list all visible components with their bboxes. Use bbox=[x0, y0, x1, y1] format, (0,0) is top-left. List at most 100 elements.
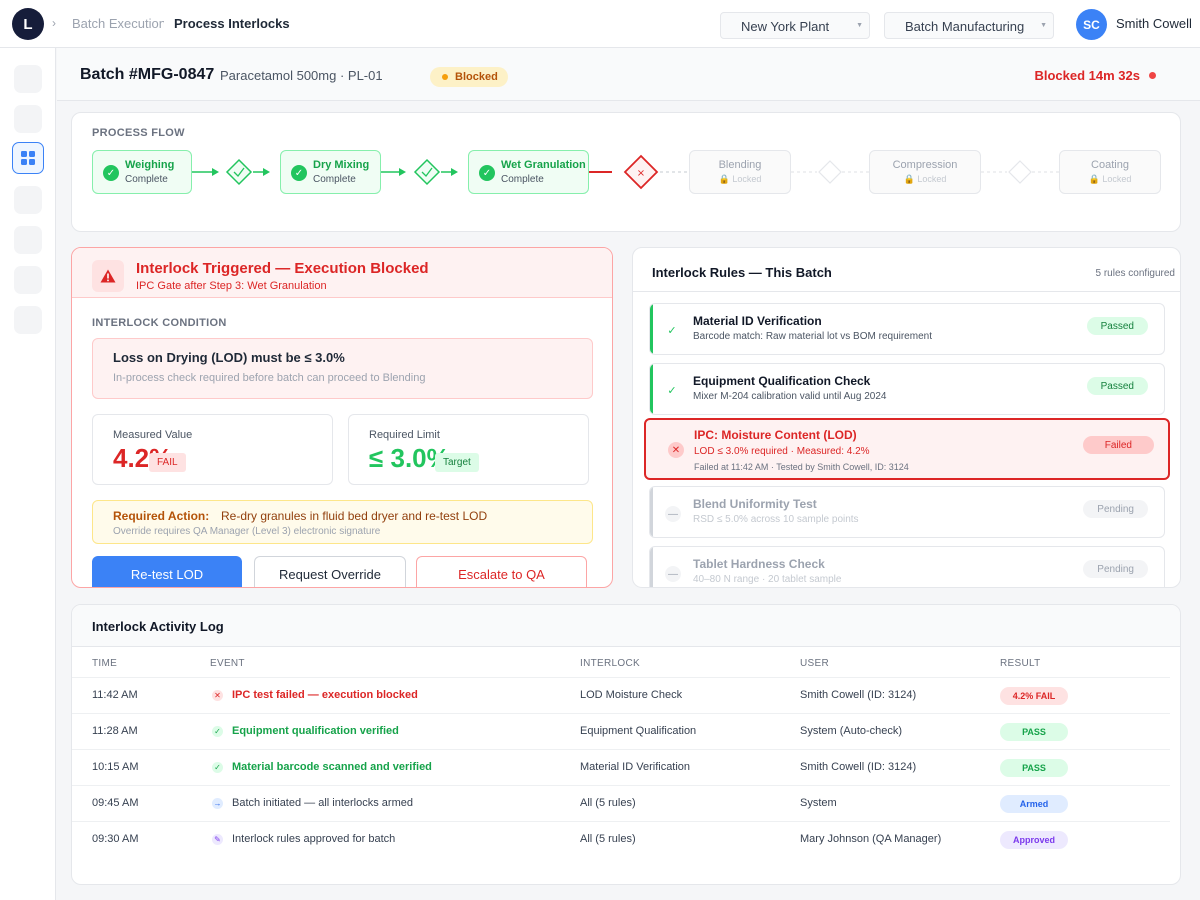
flow-step-wet-granulation[interactable]: ✓ Wet Granulation Complete bbox=[468, 150, 589, 194]
pending-dash-icon: — bbox=[665, 506, 681, 522]
sidebar-item-5[interactable] bbox=[14, 226, 42, 254]
table-row[interactable]: 11:28 AM ✓ Equipment qualification verif… bbox=[72, 713, 1170, 749]
gate-1-diamond-icon bbox=[225, 158, 253, 186]
sidebar-item-1[interactable] bbox=[14, 65, 42, 93]
grid-icon bbox=[21, 151, 35, 165]
condition-text: In-process check required before batch c… bbox=[113, 372, 426, 384]
row-interlock: Equipment Qualification bbox=[580, 725, 697, 737]
log-title: Interlock Activity Log bbox=[92, 619, 224, 634]
rule-name: IPC: Moisture Content (LOD) bbox=[694, 428, 857, 442]
flow-step-weighing[interactable]: ✓ Weighing Complete bbox=[92, 150, 192, 194]
blocked-gate-diamond-icon bbox=[623, 154, 659, 190]
status-badge: Blocked bbox=[430, 67, 508, 87]
blocked-duration: Blocked 14m 32s bbox=[1034, 68, 1140, 83]
flow-step-blending: Blending 🔒 Locked bbox=[689, 150, 791, 194]
app-logo[interactable]: L bbox=[12, 8, 44, 40]
chevron-down-icon: ▼ bbox=[1040, 22, 1047, 29]
check-icon: ✓ bbox=[667, 384, 677, 397]
lock-icon: 🔒 Locked bbox=[903, 174, 947, 184]
rules-count: 5 rules configured bbox=[1095, 268, 1176, 279]
result-badge: 4.2% FAIL bbox=[1000, 687, 1068, 705]
rule-description: Barcode match: Raw material lot vs BOM r… bbox=[693, 331, 932, 342]
row-time: 11:28 AM bbox=[92, 725, 138, 737]
fail-tag: FAIL bbox=[149, 453, 186, 472]
svg-text:×: × bbox=[637, 168, 645, 179]
table-row[interactable]: 09:30 AM ✎ Interlock rules approved for … bbox=[72, 821, 1170, 857]
flow-step-dry-mixing[interactable]: ✓ Dry Mixing Complete bbox=[280, 150, 381, 194]
status-badge-label: Blocked bbox=[455, 71, 498, 83]
column-header-time: TIME bbox=[92, 658, 118, 669]
escalate-qa-button[interactable]: Escalate to QA bbox=[416, 556, 587, 587]
required-action-label: Required Action: bbox=[113, 509, 210, 523]
rule-item-equipment[interactable]: ✓ Equipment Qualification Check Mixer M-… bbox=[649, 363, 1165, 415]
check-circle-icon: ✓ bbox=[212, 726, 223, 737]
check-circle-icon: ✓ bbox=[479, 165, 495, 181]
rule-item-moisture-lod[interactable]: ✕ IPC: Moisture Content (LOD) LOD ≤ 3.0%… bbox=[644, 418, 1170, 480]
row-interlock: All (5 rules) bbox=[580, 833, 636, 845]
result-badge: PASS bbox=[1000, 759, 1068, 777]
user-avatar[interactable]: SC bbox=[1076, 9, 1107, 40]
request-override-button[interactable]: Request Override bbox=[254, 556, 406, 587]
rule-item-blend-uniformity[interactable]: — Blend Uniformity Test RSD ≤ 5.0% acros… bbox=[649, 486, 1165, 538]
rules-header: Interlock Rules — This Batch 5 rules con… bbox=[633, 248, 1180, 292]
row-interlock: LOD Moisture Check bbox=[580, 689, 683, 701]
rule-description: RSD ≤ 5.0% across 10 sample points bbox=[693, 514, 859, 525]
row-event: Interlock rules approved for batch bbox=[232, 833, 396, 845]
chevron-down-icon: ▼ bbox=[856, 22, 863, 29]
rule-status-badge: Passed bbox=[1086, 377, 1148, 395]
row-user: Smith Cowell (ID: 3124) bbox=[800, 689, 917, 701]
process-flow-label: PROCESS FLOW bbox=[92, 127, 185, 139]
rule-item-tablet-hardness[interactable]: — Tablet Hardness Check 40–80 N range · … bbox=[649, 546, 1165, 587]
override-note: Override requires QA Manager (Level 3) e… bbox=[113, 526, 381, 537]
flow-step-name: Dry Mixing bbox=[313, 159, 370, 171]
table-row[interactable]: 11:42 AM ✕ IPC test failed — execution b… bbox=[72, 677, 1170, 713]
row-user: Smith Cowell (ID: 3124) bbox=[800, 761, 917, 773]
rule-name: Tablet Hardness Check bbox=[693, 557, 825, 571]
activity-log-card: Interlock Activity Log TIME EVENT INTERL… bbox=[71, 604, 1181, 885]
row-interlock: Material ID Verification bbox=[580, 761, 691, 773]
rule-item-material-id[interactable]: ✓ Material ID Verification Barcode match… bbox=[649, 303, 1165, 355]
check-circle-icon: ✓ bbox=[291, 165, 307, 181]
alert-header: Interlock Triggered — Execution Blocked … bbox=[72, 248, 612, 298]
table-row[interactable]: 09:45 AM → Batch initiated — all interlo… bbox=[72, 785, 1170, 821]
alert-subtitle: IPC Gate after Step 3: Wet Granulation bbox=[136, 280, 327, 292]
pen-sign-icon: ✎ bbox=[212, 834, 223, 845]
sidebar-item-7[interactable] bbox=[14, 306, 42, 334]
plant-select-value: New York Plant bbox=[741, 19, 830, 34]
rule-status-badge: Passed bbox=[1086, 317, 1148, 335]
rule-description: 40–80 N range · 20 tablet sample bbox=[693, 574, 842, 585]
rule-description: Mixer M-204 calibration valid until Aug … bbox=[693, 391, 887, 402]
row-user: System (Auto-check) bbox=[800, 725, 903, 737]
pending-dash-icon: — bbox=[665, 566, 681, 582]
measured-value-card: Measured Value 4.2% FAIL bbox=[92, 414, 333, 485]
live-indicator-icon bbox=[1149, 72, 1156, 79]
row-time: 09:45 AM bbox=[92, 797, 139, 809]
required-limit-card: Required Limit ≤ 3.0% Target bbox=[348, 414, 589, 485]
row-user: Mary Johnson (QA Manager) bbox=[800, 833, 942, 845]
row-event: IPC test failed — execution blocked bbox=[232, 689, 418, 701]
plant-select[interactable]: New York Plant ▼ bbox=[720, 12, 870, 39]
sidebar-item-dashboard[interactable] bbox=[12, 142, 44, 174]
sidebar-item-2[interactable] bbox=[14, 105, 42, 133]
result-badge: PASS bbox=[1000, 723, 1068, 741]
row-event: Batch initiated — all interlocks armed bbox=[232, 797, 413, 809]
row-user: System bbox=[800, 797, 837, 809]
x-circle-icon: ✕ bbox=[212, 690, 223, 701]
alert-title: Interlock Triggered — Execution Blocked bbox=[136, 260, 429, 277]
area-select[interactable]: Batch Manufacturing ▼ bbox=[884, 12, 1054, 39]
rule-status-badge: Pending bbox=[1083, 500, 1148, 518]
flow-step-name: Compression bbox=[892, 159, 958, 171]
row-event: Material barcode scanned and verified bbox=[232, 761, 432, 773]
check-circle-icon: ✓ bbox=[103, 165, 119, 181]
sidebar-item-6[interactable] bbox=[14, 266, 42, 294]
retest-lod-button[interactable]: Re-test LOD bbox=[92, 556, 242, 587]
sidebar-item-4[interactable] bbox=[14, 186, 42, 214]
top-bar: L › Batch Execution Process Interlocks N… bbox=[0, 0, 1200, 48]
user-name[interactable]: Smith Cowell bbox=[1116, 16, 1192, 31]
table-row[interactable]: 10:15 AM ✓ Material barcode scanned and … bbox=[72, 749, 1170, 785]
breadcrumb-parent-link[interactable]: Batch Execution bbox=[72, 16, 164, 31]
rules-title: Interlock Rules — This Batch bbox=[652, 265, 832, 280]
column-header-user: USER bbox=[800, 658, 829, 669]
column-header-result: RESULT bbox=[1000, 658, 1041, 669]
flow-step-name: Coating bbox=[1091, 159, 1129, 171]
